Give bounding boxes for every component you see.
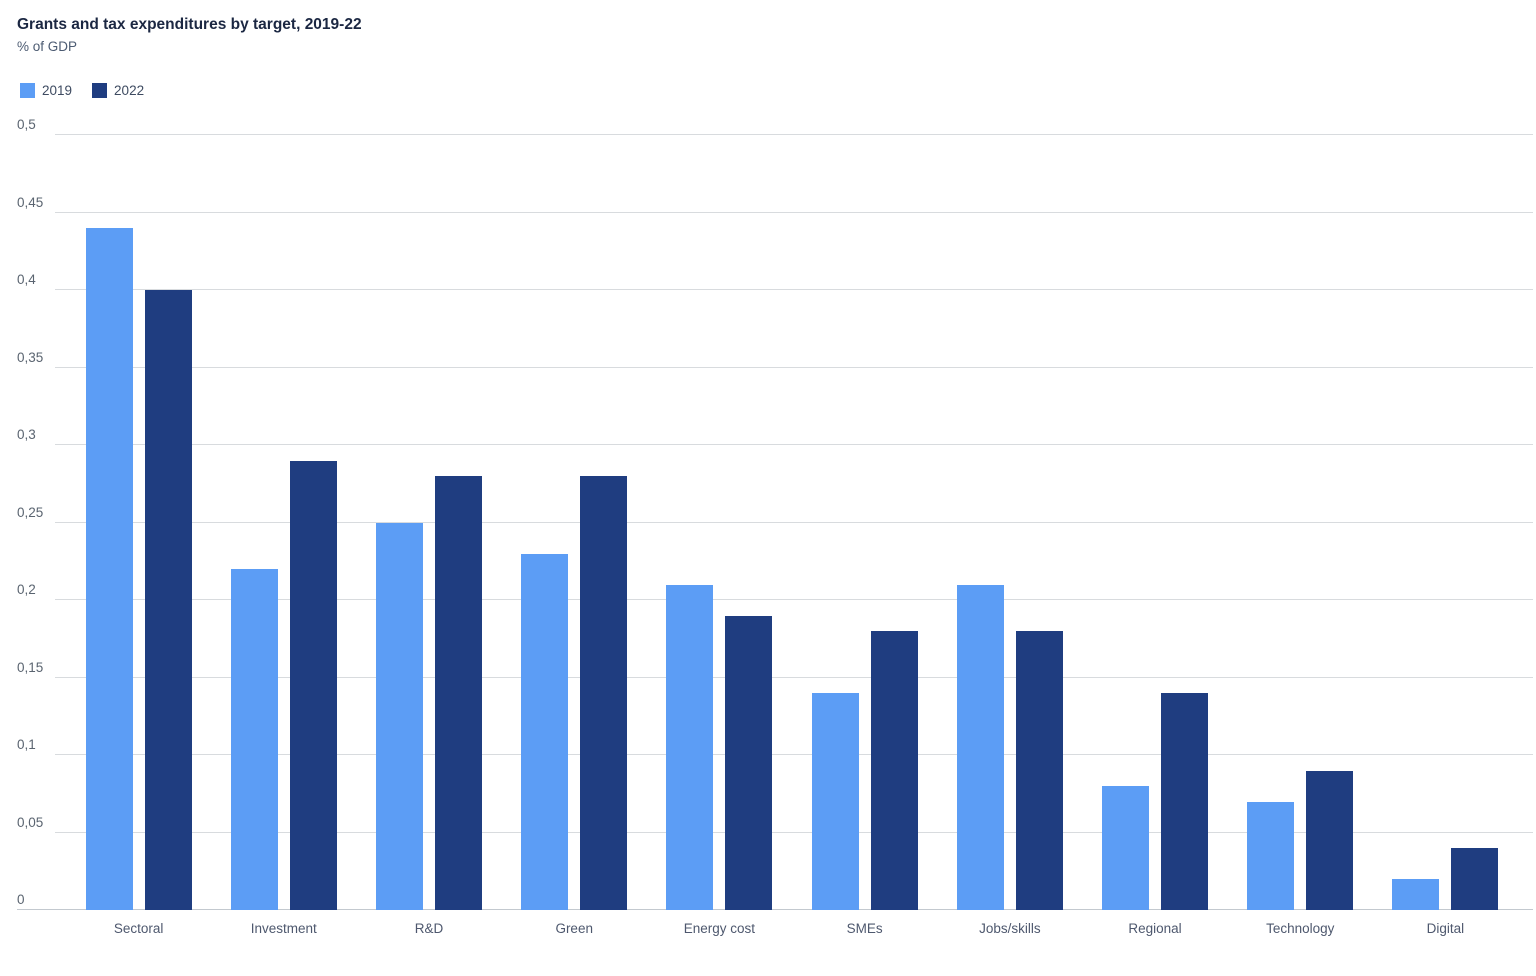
y-tick-label: 0,15 [17,659,44,675]
bar-2022-technology [1306,770,1354,910]
legend-swatch-2022 [92,83,108,98]
legend-label-2022: 2022 [114,83,145,98]
bar-group-digital [1373,135,1518,910]
gridline [55,134,1533,135]
bar-2019-sectoral [85,228,133,910]
y-tick-label: 0,4 [17,272,36,287]
bar-group-r-d [356,135,501,910]
bar-group-energy-cost [647,135,792,910]
x-axis-label-investment: Investment [250,921,317,936]
legend-item-2019: 2019 [20,83,72,98]
bar-2019-technology [1247,801,1295,910]
bar-2022-regional [1161,693,1209,910]
plot-area [66,135,1518,910]
x-axis: Sectoral Investment R&D Green Energy cost SME… [66,921,1518,936]
y-tick-label: 0,05 [17,814,44,830]
bar-2022-r-d [435,476,482,910]
bar-group-sectoral [66,135,211,910]
y-tick-label: 0,5 [17,117,36,132]
y-tick-label: 0,45 [17,194,44,210]
x-axis-label-smes: SMEs [846,921,883,936]
bar-group-regional [1082,135,1227,910]
chart-unit-label: % of GDP [17,39,78,54]
legend: 2019 2022 [20,83,144,98]
x-axis-line [17,909,1533,910]
bar-group-smes [792,135,937,910]
legend-label-2019: 2019 [42,83,73,98]
bar-2019-smes [811,693,859,910]
bar-2022-green [580,476,628,910]
gridline [55,754,1533,755]
legend-item-2022: 2022 [92,83,144,98]
y-tick-label: 0,35 [17,349,44,365]
y-tick-label: 0,25 [17,504,44,520]
bar-2019-digital [1392,879,1440,910]
x-axis-label-energy-cost: Energy cost [683,921,756,936]
bar-2022-digital [1451,848,1499,910]
bar-2022-investment [289,460,337,910]
page-title: Grants and tax expenditures by target, 2… [17,16,362,33]
gridline [55,444,1533,445]
gridline [55,676,1533,678]
x-axis-label-sectoral: Sectoral [113,921,164,936]
y-tick-label: 0,3 [17,427,36,442]
gridline [55,289,1533,290]
y-tick-label: 0,1 [17,737,36,752]
bar-2022-sectoral [144,290,192,910]
gridline [55,831,1533,833]
x-axis-label-jobs-skills: Jobs/skills [979,921,1041,936]
bar-2022-jobs-skills [1015,631,1063,910]
bar-2019-r-d [376,522,423,910]
x-axis-label-digital: Digital [1426,921,1465,936]
bar-2022-energy-cost [725,615,773,910]
gridline [55,521,1533,523]
y-tick-label: 0 [17,892,25,907]
x-axis-label-regional: Regional [1128,921,1182,936]
bar-2019-energy-cost [666,584,714,910]
bar-2022-smes [870,631,918,910]
bar-group-investment [211,135,356,910]
gridline [55,211,1533,213]
x-axis-label-green: Green [555,921,593,936]
bar-2019-green [521,553,569,910]
gridline [55,599,1533,600]
bar-2019-jobs-skills [956,584,1004,910]
x-axis-label-technology: Technology [1266,921,1335,936]
gridline [55,366,1533,368]
bar-2019-investment [230,569,278,910]
bar-group-technology [1228,135,1373,910]
bar-group-jobs-skills [937,135,1082,910]
bar-2019-regional [1102,786,1150,910]
legend-swatch-2019 [20,83,35,98]
x-axis-label-r-d: R&D [414,921,444,936]
bar-group-green [502,135,647,910]
y-tick-label: 0,2 [17,582,36,597]
